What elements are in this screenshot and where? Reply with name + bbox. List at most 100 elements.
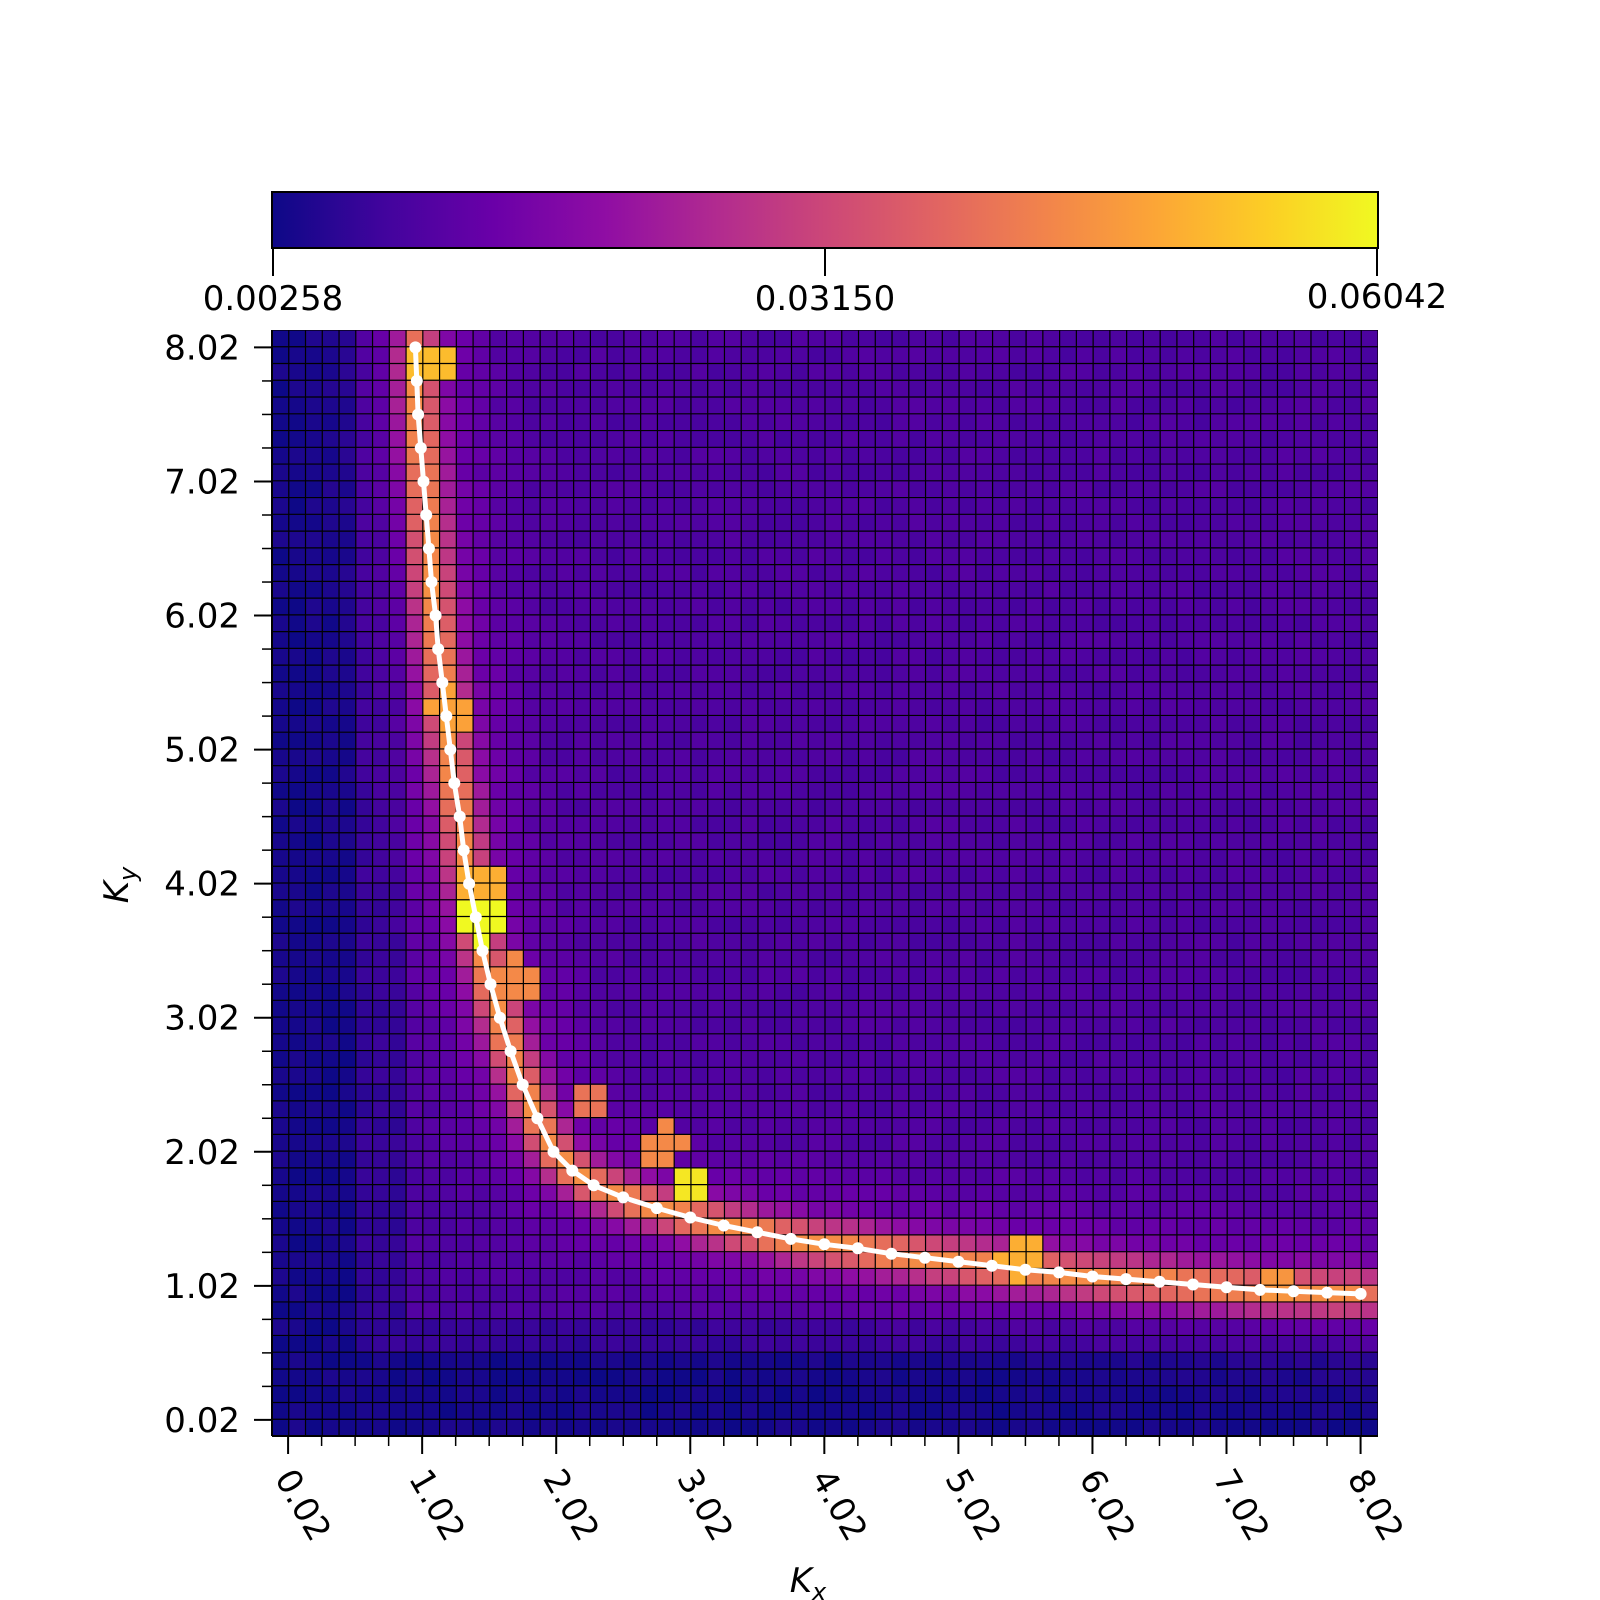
heatmap-cell xyxy=(1143,815,1161,834)
heatmap-cell xyxy=(1310,899,1329,918)
heatmap-cell xyxy=(1042,715,1061,733)
heatmap-cell xyxy=(925,748,943,767)
heatmap-cell xyxy=(1093,464,1111,482)
heatmap-cell xyxy=(1243,1335,1262,1353)
heatmap-cell xyxy=(1193,564,1212,582)
heatmap-cell xyxy=(305,1167,323,1186)
heatmap-cell xyxy=(1076,1117,1094,1135)
heatmap-cell xyxy=(1143,748,1161,767)
heatmap-cell xyxy=(825,1419,843,1436)
heatmap-cell xyxy=(690,330,709,348)
heatmap-cell xyxy=(540,966,558,985)
heatmap-cell xyxy=(1143,1100,1161,1119)
heatmap-cell xyxy=(959,480,977,499)
heatmap-cell xyxy=(757,815,776,834)
series-curve-point xyxy=(457,844,470,857)
heatmap-cell xyxy=(473,330,491,348)
heatmap-cell xyxy=(1076,1285,1094,1303)
heatmap-cell xyxy=(305,765,323,784)
heatmap-cell xyxy=(372,346,390,365)
series-curve-point xyxy=(1019,1263,1032,1276)
heatmap-cell xyxy=(305,363,323,381)
heatmap-cell xyxy=(389,782,407,800)
series-curve-point xyxy=(1052,1266,1065,1279)
heatmap-cell xyxy=(305,1368,323,1387)
heatmap-cell xyxy=(690,413,709,432)
heatmap-cell xyxy=(556,1151,575,1169)
heatmap-cell xyxy=(975,732,994,750)
heatmap-cell xyxy=(690,1251,709,1270)
heatmap-cell xyxy=(623,1402,642,1420)
heatmap-cell xyxy=(1160,464,1178,482)
heatmap-cell xyxy=(573,1050,591,1068)
heatmap-cell xyxy=(489,1151,508,1169)
heatmap-cell xyxy=(1327,1368,1346,1387)
heatmap-cell xyxy=(1026,1000,1044,1018)
heatmap-cell xyxy=(355,1251,374,1270)
heatmap-cell xyxy=(272,631,290,649)
heatmap-cell xyxy=(1210,715,1228,733)
heatmap-cell xyxy=(690,933,709,951)
heatmap-cell xyxy=(1059,665,1077,683)
heatmap-cell xyxy=(272,966,290,985)
heatmap-cell xyxy=(942,1050,960,1068)
heatmap-cell xyxy=(372,983,390,1001)
heatmap-cell xyxy=(908,815,927,834)
heatmap-cell xyxy=(707,413,726,432)
heatmap-cell xyxy=(690,1301,709,1320)
heatmap-cell xyxy=(908,1000,927,1018)
heatmap-cell xyxy=(1210,732,1228,750)
heatmap-cell xyxy=(1361,430,1378,448)
heatmap-cell xyxy=(607,732,625,750)
heatmap-cell xyxy=(959,799,977,817)
heatmap-cell xyxy=(1176,1067,1195,1085)
heatmap-cell xyxy=(640,547,659,566)
heatmap-cell xyxy=(1277,966,1295,985)
heatmap-cell xyxy=(892,514,910,532)
heatmap-cell xyxy=(422,1352,441,1370)
heatmap-cell xyxy=(1327,598,1346,616)
heatmap-cell xyxy=(489,732,508,750)
heatmap-cell xyxy=(590,1368,608,1387)
heatmap-cell xyxy=(1009,765,1027,784)
heatmap-cell xyxy=(908,681,927,700)
heatmap-cell xyxy=(674,1419,692,1436)
heatmap-cell xyxy=(288,631,307,649)
heatmap-cell xyxy=(757,1017,776,1035)
heatmap-cell xyxy=(439,1352,457,1370)
heatmap-cell xyxy=(1310,564,1329,582)
heatmap-cell xyxy=(858,1167,876,1186)
heatmap-cell xyxy=(1093,899,1111,918)
heatmap-cell xyxy=(1193,1050,1212,1068)
heatmap-cell xyxy=(473,1402,491,1420)
heatmap-cell xyxy=(523,330,541,348)
heatmap-cell xyxy=(774,648,793,666)
heatmap-cell xyxy=(1243,899,1262,918)
heatmap-cell xyxy=(992,514,1010,532)
heatmap-cell xyxy=(925,1100,943,1119)
y-tick-label: 1.02 xyxy=(164,1267,240,1307)
heatmap-cell xyxy=(272,648,290,666)
heatmap-cell xyxy=(1260,883,1279,901)
heatmap-cell xyxy=(1310,1385,1329,1404)
heatmap-cell xyxy=(556,614,575,633)
heatmap-cell xyxy=(841,1335,860,1353)
heatmap-cell xyxy=(1059,1033,1077,1052)
heatmap-cell xyxy=(657,1067,675,1085)
heatmap-cell xyxy=(607,1285,625,1303)
heatmap-cell xyxy=(992,715,1010,733)
heatmap-cell xyxy=(305,531,323,549)
heatmap-cell xyxy=(808,497,826,515)
heatmap-cell xyxy=(858,732,876,750)
heatmap-cell xyxy=(875,380,893,398)
heatmap-cell xyxy=(791,531,809,549)
heatmap-cell xyxy=(506,346,524,365)
heatmap-cell xyxy=(1143,1033,1161,1052)
heatmap-cell xyxy=(523,782,541,800)
heatmap-cell xyxy=(1361,815,1378,834)
heatmap-cell xyxy=(607,966,625,985)
heatmap-cell xyxy=(439,564,457,582)
heatmap-cell xyxy=(1160,1084,1178,1102)
heatmap-cell xyxy=(339,614,357,633)
heatmap-cell xyxy=(707,698,726,717)
